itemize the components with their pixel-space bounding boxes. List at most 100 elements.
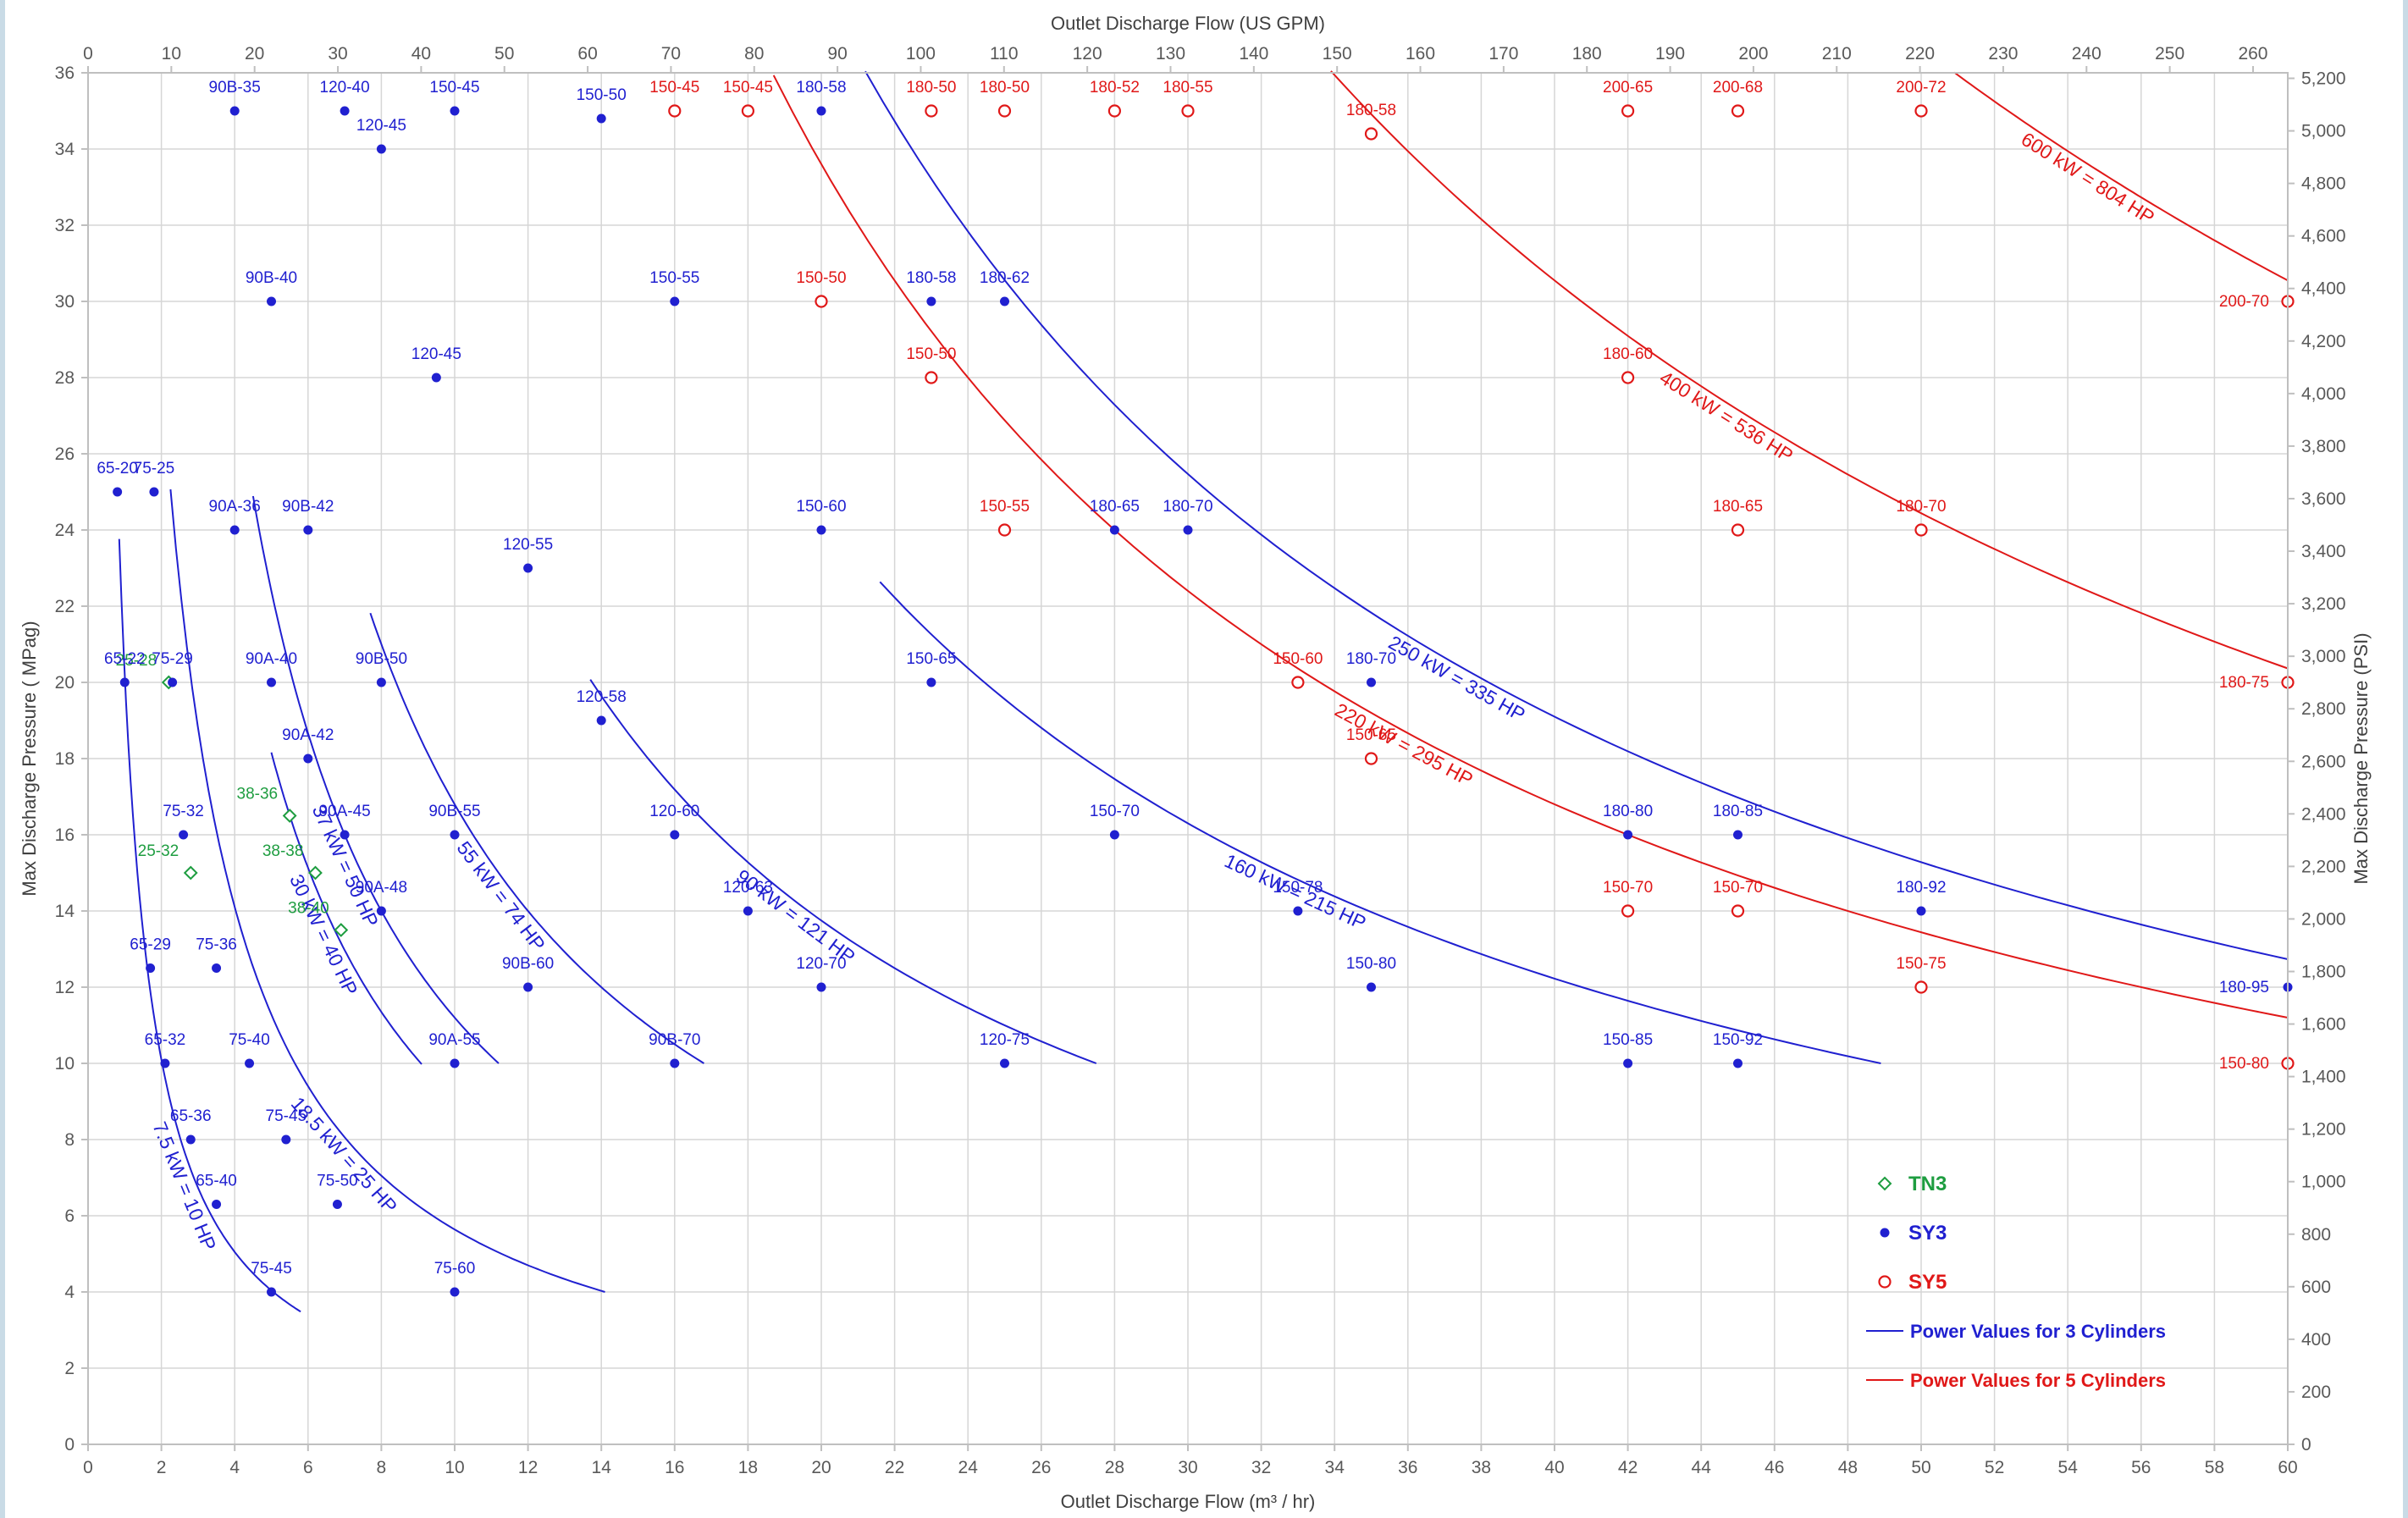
sy3-point [596, 715, 606, 726]
x2-tick-label: 30 [328, 44, 347, 63]
point-label: 150-60 [796, 498, 846, 516]
sy5-point [741, 104, 755, 118]
point-label: 150-85 [1603, 1031, 1653, 1049]
sy3-point [1733, 830, 1742, 840]
sy3-point [670, 296, 680, 306]
sy3-point [523, 563, 533, 573]
point-label: 180-85 [1713, 803, 1763, 820]
sy5-point [1914, 104, 1928, 118]
sy3-point [1623, 1058, 1633, 1068]
point-label: 38-36 [237, 786, 279, 803]
sy3-point [376, 677, 386, 687]
x-tick-label: 20 [811, 1458, 831, 1477]
point-label: 150-92 [1713, 1031, 1763, 1049]
point-label: 180-62 [980, 269, 1030, 287]
x2-tick-label: 170 [1488, 44, 1518, 63]
sy3-point [1000, 296, 1009, 306]
point-label: 180-80 [1603, 803, 1653, 820]
point-label: 150-70 [1713, 879, 1763, 897]
point-label: 90B-35 [209, 79, 261, 97]
power-curve [251, 495, 500, 1064]
sy5-point [1731, 104, 1745, 118]
point-label: 90B-55 [428, 803, 480, 820]
sy3-point [119, 677, 130, 687]
y2-tick-label: 200 [2301, 1383, 2331, 1402]
point-label: 120-40 [320, 79, 370, 97]
point-label: 75-60 [434, 1260, 476, 1278]
sy3-point [1733, 1058, 1742, 1068]
point-label: 90A-36 [209, 498, 261, 516]
x-tick-label: 40 [1544, 1458, 1564, 1477]
point-label: 90B-60 [502, 955, 554, 973]
sy3-point [229, 525, 240, 535]
y-tick-label: 14 [55, 902, 75, 921]
y-tick-label: 2 [64, 1359, 75, 1378]
sy5-point [925, 371, 938, 384]
x-tick-label: 50 [1911, 1458, 1930, 1477]
x2-tick-label: 60 [577, 44, 597, 63]
point-label: 150-75 [1896, 955, 1946, 973]
point-label: 25-28 [116, 652, 157, 670]
legend-label: SY3 [1908, 1222, 1947, 1245]
x-tick-label: 38 [1472, 1458, 1491, 1477]
sy5-point [1107, 104, 1122, 118]
y-tick-label: 22 [55, 597, 75, 616]
x-tick-label: 6 [303, 1458, 313, 1477]
x-tick-label: 18 [738, 1458, 758, 1477]
point-label: 150-50 [577, 86, 627, 104]
sy5-point [997, 104, 1012, 118]
x-tick-label: 48 [1838, 1458, 1858, 1477]
point-label: 120-75 [980, 1031, 1030, 1049]
sy3-point [523, 982, 533, 992]
point-label: 75-32 [163, 803, 204, 820]
y2-tick-label: 0 [2301, 1435, 2311, 1455]
legend-swatch-tn3 [1877, 1176, 1892, 1191]
point-label: 38-38 [262, 842, 304, 860]
sy3-point [1183, 525, 1193, 535]
point-label: 90A-48 [356, 879, 407, 897]
sy3-point [376, 144, 386, 154]
y2-tick-label: 600 [2301, 1278, 2331, 1297]
legend-label: Power Values for 3 Cylinders [1910, 1321, 2166, 1342]
x-tick-label: 56 [2131, 1458, 2151, 1477]
x-tick-label: 58 [2205, 1458, 2224, 1477]
sy3-point [1623, 830, 1633, 840]
sy3-point [179, 830, 189, 840]
y-tick-label: 36 [55, 63, 75, 83]
point-label: 180-70 [1896, 498, 1946, 516]
sy3-point [1000, 1058, 1009, 1068]
sy3-point [160, 1058, 170, 1068]
point-label: 120-45 [411, 345, 461, 363]
sy3-point [267, 296, 276, 306]
sy3-point [670, 1058, 680, 1068]
sy3-point [185, 1134, 196, 1145]
y-tick-label: 8 [64, 1130, 75, 1150]
point-label: 180-58 [796, 79, 846, 97]
sy3-point [332, 1200, 342, 1209]
legend-swatch-sy3 [1880, 1228, 1890, 1238]
y2-tick-label: 2,400 [2301, 804, 2346, 824]
sy3-point [303, 525, 313, 535]
x2-tick-label: 220 [1905, 44, 1935, 63]
x-tick-label: 4 [229, 1458, 240, 1477]
sy3-point [1109, 525, 1119, 535]
x-tick-label: 30 [1178, 1458, 1197, 1477]
sy3-point [1916, 906, 1926, 916]
sy3-point [450, 1287, 460, 1297]
point-label: 75-29 [152, 650, 193, 668]
x2-tick-label: 190 [1655, 44, 1685, 63]
sy3-point [146, 963, 156, 973]
power-curve [879, 581, 1881, 1064]
y-tick-label: 30 [55, 292, 75, 312]
point-label: 38-40 [288, 900, 329, 918]
x-tick-label: 0 [83, 1458, 93, 1477]
point-label: 200-68 [1713, 79, 1763, 97]
x-tick-label: 12 [518, 1458, 538, 1477]
sy3-point [1293, 906, 1303, 916]
sy3-point [450, 1058, 460, 1068]
x2-axis-title: Outlet Discharge Flow (US GPM) [1051, 13, 1325, 34]
x-tick-label: 22 [885, 1458, 904, 1477]
legend-label: Power Values for 5 Cylinders [1910, 1370, 2166, 1391]
y-tick-label: 6 [64, 1206, 75, 1226]
x-tick-label: 2 [157, 1458, 167, 1477]
